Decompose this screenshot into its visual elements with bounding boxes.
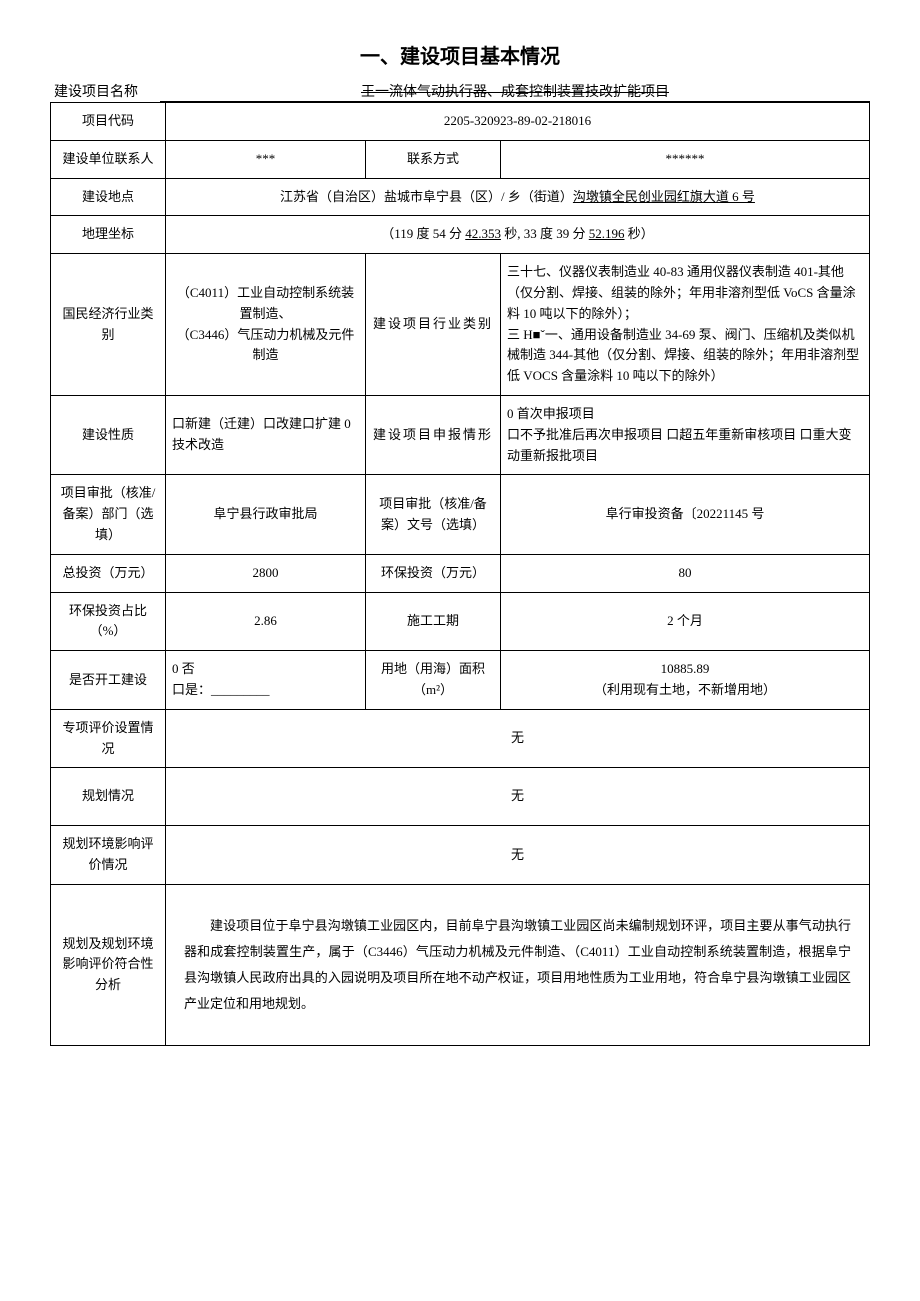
- row-coords: 地理坐标 （119 度 54 分 42.353 秒, 33 度 39 分 52.…: [51, 216, 870, 254]
- value-contact-person: ***: [166, 140, 366, 178]
- project-name-row: 建设项目名称 王一流体气动执行器、成套控制装置技改扩能项目: [50, 81, 870, 102]
- coords-a: （119 度 54 分: [381, 226, 465, 241]
- project-name-label: 建设项目名称: [50, 81, 160, 102]
- value-duration: 2 个月: [501, 592, 870, 651]
- label-special: 专项评价设置情况: [51, 709, 166, 768]
- label-contact-method: 联系方式: [366, 140, 501, 178]
- label-nature: 建设性质: [51, 395, 166, 474]
- value-nature: 口新建（迁建）口改建口扩建 0 技术改造: [166, 395, 366, 474]
- row-approval: 项目审批（核准/备案）部门（选填） 阜宁县行政审批局 项目审批（核准/备案）文号…: [51, 475, 870, 554]
- label-industry-economic: 国民经济行业类别: [51, 254, 166, 396]
- row-plan-eia: 规划环境影响评价情况 无: [51, 826, 870, 885]
- label-total-invest: 总投资（万元）: [51, 554, 166, 592]
- value-conformity: 建设项目位于阜宁县沟墩镇工业园区内，目前阜宁县沟墩镇工业园区尚未编制规划环评，项…: [166, 884, 870, 1045]
- section-title: 一、建设项目基本情况: [50, 40, 870, 69]
- row-ratio: 环保投资占比（%） 2.86 施工工期 2 个月: [51, 592, 870, 651]
- value-started: 0 否 口是：_________: [166, 651, 366, 710]
- row-conformity: 规划及规划环境影响评价符合性分析 建设项目位于阜宁县沟墩镇工业园区内，目前阜宁县…: [51, 884, 870, 1045]
- label-env-invest: 环保投资（万元）: [366, 554, 501, 592]
- value-env-ratio: 2.86: [166, 592, 366, 651]
- row-investment: 总投资（万元） 2800 环保投资（万元） 80: [51, 554, 870, 592]
- label-contact-person: 建设单位联系人: [51, 140, 166, 178]
- row-nature: 建设性质 口新建（迁建）口改建口扩建 0 技术改造 建设项目申报情形 0 首次申…: [51, 395, 870, 474]
- value-location: 江苏省（自治区）盐城市阜宁县（区）/ 乡（街道）沟墩镇全民创业园红旗大道 6 号: [166, 178, 870, 216]
- value-land-area: 10885.89 （利用现有土地，不新增用地）: [501, 651, 870, 710]
- label-approval-dept: 项目审批（核准/备案）部门（选填）: [51, 475, 166, 554]
- row-industry: 国民经济行业类别 （C4011）工业自动控制系统装置制造、 （C3446）气压动…: [51, 254, 870, 396]
- row-location: 建设地点 江苏省（自治区）盐城市阜宁县（区）/ 乡（街道）沟墩镇全民创业园红旗大…: [51, 178, 870, 216]
- row-contact: 建设单位联系人 *** 联系方式 ******: [51, 140, 870, 178]
- label-land-area: 用地（用海）面积（m²）: [366, 651, 501, 710]
- value-industry-economic: （C4011）工业自动控制系统装置制造、 （C3446）气压动力机械及元件制造: [166, 254, 366, 396]
- label-started: 是否开工建设: [51, 651, 166, 710]
- coords-u2: 52.196: [589, 226, 625, 241]
- coords-c: 秒）: [625, 226, 654, 241]
- value-industry-project: 三十七、仪器仪表制造业 40-83 通用仪器仪表制造 401-其他（仅分割、焊接…: [501, 254, 870, 396]
- row-started: 是否开工建设 0 否 口是：_________ 用地（用海）面积（m²） 108…: [51, 651, 870, 710]
- info-table: 项目代码 2205-320923-89-02-218016 建设单位联系人 **…: [50, 102, 870, 1046]
- location-prefix: 江苏省（自治区）盐城市阜宁县（区）/ 乡（街道）: [280, 189, 573, 204]
- label-conformity: 规划及规划环境影响评价符合性分析: [51, 884, 166, 1045]
- coords-u1: 42.353: [465, 226, 501, 241]
- label-industry-project: 建设项目行业类别: [366, 254, 501, 396]
- value-declare: 0 首次申报项目 口不予批准后再次申报项目 口超五年重新审核项目 口重大变动重新…: [501, 395, 870, 474]
- value-project-code: 2205-320923-89-02-218016: [166, 103, 870, 141]
- value-special: 无: [166, 709, 870, 768]
- value-env-invest: 80: [501, 554, 870, 592]
- row-special: 专项评价设置情况 无: [51, 709, 870, 768]
- label-coords: 地理坐标: [51, 216, 166, 254]
- label-location: 建设地点: [51, 178, 166, 216]
- label-plan-eia: 规划环境影响评价情况: [51, 826, 166, 885]
- project-name-value: 王一流体气动执行器、成套控制装置技改扩能项目: [160, 81, 870, 102]
- value-plan-eia: 无: [166, 826, 870, 885]
- row-plan: 规划情况 无: [51, 768, 870, 826]
- coords-b: 秒, 33 度 39 分: [501, 226, 589, 241]
- value-approval-no: 阜行审投资备〔20221145 号: [501, 475, 870, 554]
- label-duration: 施工工期: [366, 592, 501, 651]
- conformity-para: 建设项目位于阜宁县沟墩镇工业园区内，目前阜宁县沟墩镇工业园区尚未编制规划环评，项…: [176, 903, 859, 1027]
- value-coords: （119 度 54 分 42.353 秒, 33 度 39 分 52.196 秒…: [166, 216, 870, 254]
- location-underline: 沟墩镇全民创业园红旗大道 6 号: [573, 189, 755, 204]
- value-approval-dept: 阜宁县行政审批局: [166, 475, 366, 554]
- label-env-ratio: 环保投资占比（%）: [51, 592, 166, 651]
- label-project-code: 项目代码: [51, 103, 166, 141]
- value-total-invest: 2800: [166, 554, 366, 592]
- label-plan: 规划情况: [51, 768, 166, 826]
- label-approval-no: 项目审批（核准/备案）文号（选填）: [366, 475, 501, 554]
- label-declare: 建设项目申报情形: [366, 395, 501, 474]
- value-contact-method: ******: [501, 140, 870, 178]
- value-plan: 无: [166, 768, 870, 826]
- row-project-code: 项目代码 2205-320923-89-02-218016: [51, 103, 870, 141]
